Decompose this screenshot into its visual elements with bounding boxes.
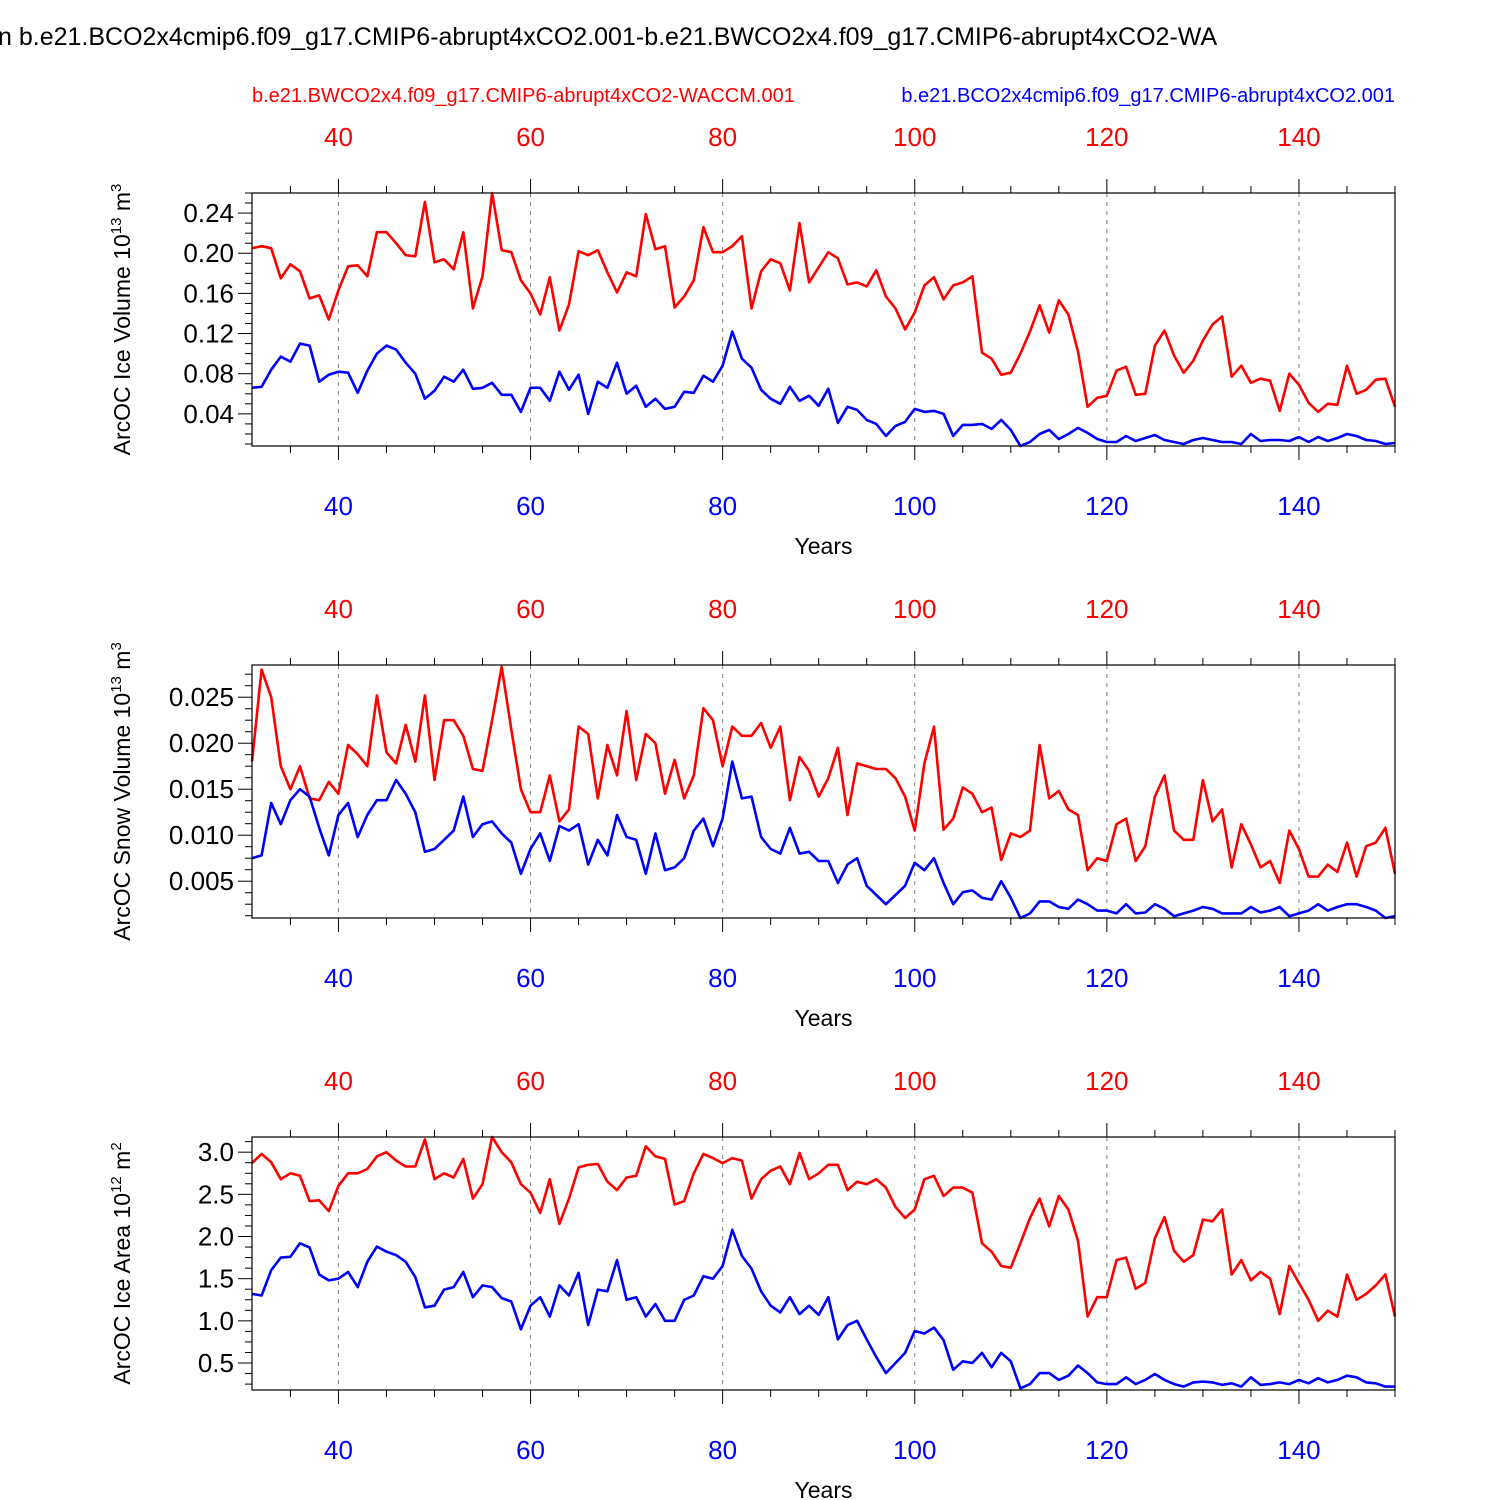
x-tick-label-bottom: 120: [1085, 491, 1128, 521]
y-axis-title-superscript: 12: [108, 1176, 125, 1193]
y-tick-label: 0.010: [169, 820, 234, 850]
x-tick-label-bottom: 80: [708, 963, 737, 993]
x-tick-label-top: 140: [1277, 1066, 1320, 1096]
y-tick-label: 0.025: [169, 682, 234, 712]
x-axis-title: Years: [795, 533, 853, 559]
x-tick-label-top: 40: [324, 594, 353, 624]
x-tick-label-top: 140: [1277, 122, 1320, 152]
y-tick-label: 0.005: [169, 866, 234, 896]
x-tick-label-bottom: 60: [516, 1435, 545, 1465]
x-tick-label-top: 80: [708, 122, 737, 152]
chart-panel-2: 40 40 60 60 80 80 100 100 120 120 140 140 Years 0.005…: [108, 594, 1397, 1031]
y-axis-title-superscript: 3: [108, 642, 125, 650]
x-tick-label-top: 80: [708, 1066, 737, 1096]
x-tick-label-top: 120: [1085, 594, 1128, 624]
y-tick-label: 0.24: [183, 198, 234, 228]
x-tick-label-top: 60: [516, 1066, 545, 1096]
y-axis-title-part: ArcOC Ice Area 10: [109, 1193, 135, 1385]
x-tick-label-top: 120: [1085, 122, 1128, 152]
x-axis-title: Years: [795, 1477, 853, 1500]
y-tick-label: 0.04: [183, 399, 234, 429]
y-tick-label: 0.12: [183, 319, 234, 349]
x-tick-label-top: 60: [516, 594, 545, 624]
chart-panel-3: 40 40 60 60 80 80 100 100 120 120 140 140 Years 0.5 1.…: [108, 1066, 1397, 1500]
figure-title: n b.e21.BCO2x4cmip6.f09_g17.CMIP6-abrupt…: [0, 23, 1217, 51]
y-tick-label: 0.20: [183, 238, 234, 268]
x-tick-label-bottom: 100: [893, 1435, 936, 1465]
x-tick-label-top: 100: [893, 122, 936, 152]
x-axis-title: Years: [795, 1005, 853, 1031]
y-tick-label: 0.08: [183, 359, 234, 389]
y-axis-title-part: m: [109, 1151, 135, 1177]
series-line-red: [251, 1135, 1397, 1323]
series-line-blue: [251, 330, 1396, 448]
y-axis-title: ArcOC Ice Volume 1013 m3: [108, 184, 135, 456]
y-tick-label: 0.16: [183, 278, 234, 308]
x-tick-label-bottom: 140: [1277, 963, 1320, 993]
x-tick-label-top: 100: [893, 1066, 936, 1096]
y-tick-label: 2.0: [198, 1222, 234, 1252]
series-line-blue: [251, 760, 1396, 920]
legend-case-red: b.e21.BWCO2x4.f09_g17.CMIP6-abrupt4xCO2-…: [252, 85, 795, 107]
x-tick-label-top: 140: [1277, 594, 1320, 624]
y-axis-title-superscript: 13: [108, 676, 125, 693]
x-tick-label-bottom: 40: [324, 491, 353, 521]
x-tick-label-bottom: 140: [1277, 1435, 1320, 1465]
y-tick-label: 3.0: [198, 1137, 234, 1167]
y-tick-label: 1.5: [198, 1264, 234, 1294]
series-line-blue: [251, 1228, 1395, 1390]
y-axis-title-part: m: [109, 651, 135, 677]
x-tick-label-bottom: 80: [708, 1435, 737, 1465]
legend-case-blue: b.e21.BCO2x4cmip6.f09_g17.CMIP6-abrupt4x…: [901, 85, 1395, 107]
x-tick-label-bottom: 60: [516, 963, 545, 993]
x-tick-label-bottom: 120: [1085, 1435, 1128, 1465]
x-tick-label-bottom: 40: [324, 1435, 353, 1465]
x-tick-label-top: 40: [324, 122, 353, 152]
x-tick-label-top: 40: [324, 1066, 353, 1096]
y-tick-label: 1.0: [198, 1306, 234, 1336]
x-tick-label-top: 80: [708, 594, 737, 624]
y-tick-label: 2.5: [198, 1179, 234, 1209]
y-axis-title-part: ArcOC Snow Volume 10: [109, 693, 135, 941]
panels: 40 40 60 60 80 80 100 100 120 120 140 140 Years 0.04 0…: [108, 122, 1397, 1500]
x-tick-label-top: 120: [1085, 1066, 1128, 1096]
plot-frame: [251, 192, 1396, 447]
y-axis-title-superscript: 3: [108, 184, 125, 192]
series-line-red: [250, 665, 1397, 885]
x-tick-label-bottom: 60: [516, 491, 545, 521]
y-axis-title: ArcOC Snow Volume 1013 m3: [108, 642, 135, 941]
y-axis-title-part: m: [109, 192, 135, 218]
chart-panel-1: 40 40 60 60 80 80 100 100 120 120 140 140 Years 0.04 0…: [108, 122, 1397, 559]
x-tick-label-top: 100: [893, 594, 936, 624]
y-axis-title-superscript: 13: [108, 218, 125, 235]
x-tick-label-bottom: 80: [708, 491, 737, 521]
y-tick-label: 0.5: [198, 1348, 234, 1378]
series-line-red: [251, 191, 1397, 414]
x-tick-label-top: 60: [516, 122, 545, 152]
y-axis-title-superscript: 2: [108, 1142, 125, 1150]
x-tick-label-bottom: 100: [893, 491, 936, 521]
y-tick-label: 0.015: [169, 774, 234, 804]
x-tick-label-bottom: 140: [1277, 491, 1320, 521]
y-axis-title-part: ArcOC Ice Volume 10: [109, 234, 135, 455]
plot-frame: [251, 1136, 1396, 1391]
x-tick-label-bottom: 40: [324, 963, 353, 993]
plot-frame: [251, 664, 1396, 919]
x-tick-label-bottom: 120: [1085, 963, 1128, 993]
y-axis-title: ArcOC Ice Area 1012 m2: [108, 1142, 135, 1384]
y-tick-label: 0.020: [169, 728, 234, 758]
x-tick-label-bottom: 100: [893, 963, 936, 993]
